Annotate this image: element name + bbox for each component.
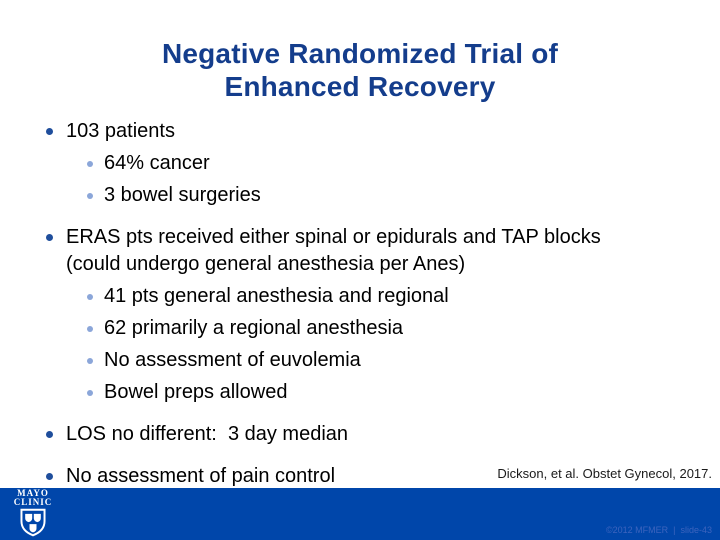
mayo-logo-text: MAYO CLINIC [12, 489, 54, 507]
mayo-logo-line-1: MAYO [17, 488, 49, 498]
bullet-dot-icon [87, 358, 93, 364]
bullet-dot-icon [87, 326, 93, 332]
bullet-text: Bowel preps allowed [104, 381, 288, 403]
bullet-text: ERAS pts received either spinal or epidu… [66, 226, 607, 275]
bullet-item: LOS no different: 3 day median [40, 421, 680, 448]
mayo-shield-icon [20, 508, 46, 537]
bullet-dot-icon [46, 128, 53, 135]
bullet-item: No assessment of euvolemia [40, 347, 680, 374]
bullet-item: 41 pts general anesthesia and regional [40, 283, 680, 310]
bullet-item: No assessment of pain control [40, 463, 680, 490]
slide-title: Negative Randomized Trial of Enhanced Re… [0, 37, 720, 103]
bullet-text: 103 patients [66, 120, 175, 142]
bullet-text: LOS no different: 3 day median [66, 423, 349, 445]
bullet-dot-icon [87, 294, 93, 300]
bullet-dot-icon [46, 234, 53, 241]
title-line-2: Enhanced Recovery [224, 71, 496, 102]
bullet-item: 62 primarily a regional anesthesia [40, 315, 680, 342]
title-line-1: Negative Randomized Trial of [161, 38, 559, 69]
bullet-list: 103 patients 64% cancer 3 bowel surgerie… [40, 118, 680, 490]
bullet-item: ERAS pts received either spinal or epidu… [40, 224, 680, 278]
bullet-text: 62 primarily a regional anesthesia [104, 317, 404, 339]
bullet-item: 103 patients [40, 118, 680, 145]
mayo-logo-line-2: CLINIC [13, 497, 53, 507]
bullet-text: No assessment of euvolemia [104, 349, 361, 371]
copyright-text: ©2012 MFMER | slide-43 [605, 525, 712, 535]
bullet-text: 41 pts general anesthesia and regional [104, 285, 449, 307]
bullet-text: 3 bowel surgeries [104, 184, 261, 206]
bullet-dot-icon [87, 390, 93, 396]
bullet-text: No assessment of pain control [66, 465, 336, 487]
bullet-text: 64% cancer [104, 152, 210, 174]
bullet-dot-icon [46, 431, 53, 438]
mayo-clinic-logo: MAYO CLINIC [12, 489, 54, 537]
bullet-dot-icon [87, 161, 93, 167]
citation: Dickson, et al. Obstet Gynecol, 2017. [497, 466, 712, 481]
bullet-dot-icon [46, 473, 53, 480]
bullet-dot-icon [87, 193, 93, 199]
bullet-item: 64% cancer [40, 150, 680, 177]
bullet-item: 3 bowel surgeries [40, 182, 680, 209]
footer-bar: MAYO CLINIC ©2012 MFMER | slide-43 [0, 488, 720, 540]
bullet-item: Bowel preps allowed [40, 379, 680, 406]
